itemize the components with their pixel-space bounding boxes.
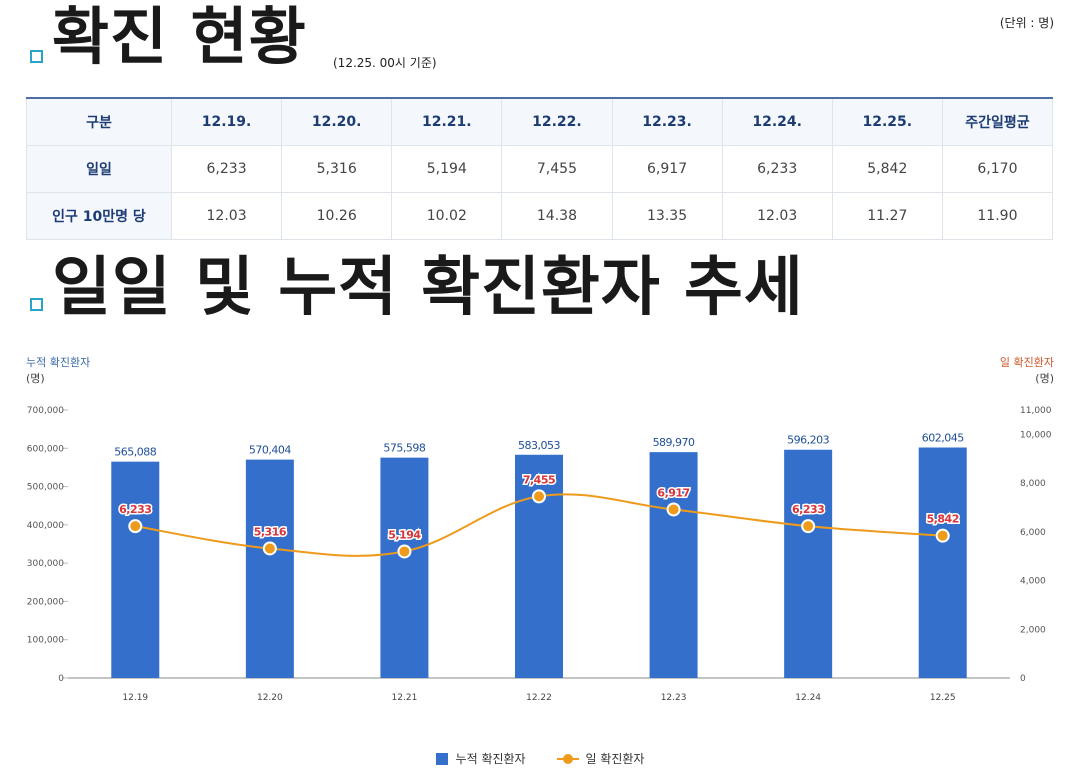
x-axis-tick-label: 12.20 <box>257 693 283 703</box>
table-cell: 6,170 <box>941 145 1054 193</box>
left-axis-unit: (명) <box>26 372 45 385</box>
legend-line-swatch-icon <box>557 753 580 765</box>
basis-note: (12.25. 00시 기준) <box>333 56 437 70</box>
right-axis-tick-label: 2,000 <box>1020 625 1046 635</box>
line-point <box>128 519 143 534</box>
left-axis-tick-label: 400,000 <box>27 521 64 531</box>
x-axis-tick-label: 12.23 <box>661 693 687 703</box>
table-cell: 7,455 <box>501 145 613 193</box>
line-data-label: 6,233 <box>119 503 151 516</box>
left-axis-tick-label: 500,000 <box>27 483 64 493</box>
header-cell: 12.24. <box>721 97 833 146</box>
bar <box>918 447 967 678</box>
x-axis-tick-label: 12.22 <box>526 693 552 703</box>
table-cell: 13.35 <box>611 192 723 240</box>
bar <box>515 454 563 678</box>
right-axis-tick-label: 10,000 <box>1020 430 1052 440</box>
right-axis-title: 일 확진환자 <box>999 356 1054 369</box>
unit-note: (단위 : 명) <box>999 16 1054 30</box>
bar-data-label: 596,203 <box>787 434 829 447</box>
legend-label: 일 확진환자 <box>585 752 645 766</box>
line-data-label: 5,842 <box>927 513 959 526</box>
table-row: 인구 10만명 당 12.03 10.26 10.02 14.38 13.35 … <box>26 192 1054 240</box>
header-cell: 12.22. <box>501 97 613 146</box>
line-point <box>532 489 546 504</box>
right-axis-unit: (명) <box>1035 372 1054 385</box>
table-cell: 5,194 <box>391 145 503 193</box>
table-cell: 6,917 <box>611 145 723 193</box>
bar-data-label: 570,404 <box>249 444 291 457</box>
legend-label: 누적 확진환자 <box>455 752 526 766</box>
line-data-label: 5,194 <box>388 528 421 541</box>
left-axis-tick-label: 100,000 <box>27 636 64 646</box>
table-cell: 12.03 <box>170 192 283 240</box>
line-data-label: 6,233 <box>792 503 824 516</box>
table-cell: 11.90 <box>941 192 1054 240</box>
section-title-trend: 일일 및 누적 확진환자 추세 <box>52 251 804 325</box>
header-cell: 12.19. <box>170 97 283 146</box>
right-axis-tick-label: 0 <box>1020 674 1026 684</box>
chart-legend: 누적 확진환자 일 확진환자 <box>0 750 1080 768</box>
header-cell: 구분 <box>26 97 172 146</box>
table-cell: 5,842 <box>831 145 943 193</box>
section-title-status: 확진 현황 <box>52 0 307 73</box>
table-cell: 14.38 <box>501 192 613 240</box>
line-point <box>935 528 950 543</box>
table-row: 일일 6,233 5,316 5,194 7,455 6,917 6,233 5… <box>26 145 1054 193</box>
legend-bar-swatch-icon <box>435 752 448 765</box>
table-cell: 12.03 <box>721 192 833 240</box>
trend-chart: 0 100,000 200,000 300,000 400,000 500,000 600,… <box>27 406 1052 703</box>
bar <box>649 452 698 678</box>
left-axis-tick-label: 0 <box>58 674 64 684</box>
line-point <box>397 544 412 559</box>
header-cell: 12.21. <box>391 97 503 146</box>
header-cell: 12.25. <box>831 97 943 146</box>
left-axis-tick-label: 600,000 <box>27 444 64 454</box>
bar-data-label: 589,970 <box>653 436 695 449</box>
x-axis-tick-label: 12.21 <box>392 693 418 703</box>
line-point <box>666 502 681 517</box>
x-axis-tick-label: 12.24 <box>795 693 821 703</box>
row-label: 일일 <box>26 145 172 193</box>
table-cell: 10.02 <box>391 192 503 240</box>
bar <box>380 457 429 678</box>
right-axis-tick-label: 8,000 <box>1020 479 1046 489</box>
left-axis-tick-label: 300,000 <box>27 559 64 569</box>
bar <box>245 459 294 678</box>
x-axis-tick-label: 12.25 <box>930 693 956 703</box>
status-table: 구분 12.19. 12.20. 12.21. 12.22. 12.23. 12… <box>26 97 1054 240</box>
bar-data-label: 583,053 <box>518 439 560 452</box>
bar-data-label: 565,088 <box>114 446 156 459</box>
line-data-label: 7,455 <box>523 473 555 486</box>
line-data-label: 6,917 <box>657 486 689 499</box>
table-cell: 5,316 <box>281 145 393 193</box>
table-cell: 6,233 <box>721 145 833 193</box>
bar <box>784 449 833 678</box>
table-header-row: 구분 12.19. 12.20. 12.21. 12.22. 12.23. 12… <box>26 97 1054 146</box>
legend-item-daily: 일 확진환자 <box>557 750 644 767</box>
right-axis-tick-label: 6,000 <box>1020 528 1046 538</box>
table-cell: 10.26 <box>281 192 393 240</box>
bar <box>111 461 160 678</box>
line-point <box>262 541 277 556</box>
left-axis-title: 누적 확진환자 <box>26 356 91 369</box>
right-axis-tick-label: 11,000 <box>1020 406 1052 416</box>
line-data-label: 5,316 <box>254 525 287 538</box>
bar-data-label: 575,598 <box>383 442 425 455</box>
header-cell: 주간일평균 <box>941 97 1054 146</box>
header-cell: 12.20. <box>281 97 393 146</box>
row-label: 인구 10만명 당 <box>26 192 172 240</box>
table-cell: 11.27 <box>831 192 943 240</box>
table-cell: 6,233 <box>170 145 283 193</box>
line-point <box>801 519 816 534</box>
right-axis-tick-label: 4,000 <box>1020 577 1046 587</box>
left-axis-tick-label: 200,000 <box>27 597 64 607</box>
section-bullet-icon <box>30 50 43 63</box>
x-axis-tick-label: 12.19 <box>122 693 148 703</box>
header-cell: 12.23. <box>611 97 723 146</box>
left-axis-tick-label: 700,000 <box>27 406 64 416</box>
bar-data-label: 602,045 <box>922 432 964 445</box>
section-bullet-icon <box>30 298 43 311</box>
legend-item-cumulative: 누적 확진환자 <box>435 750 526 767</box>
